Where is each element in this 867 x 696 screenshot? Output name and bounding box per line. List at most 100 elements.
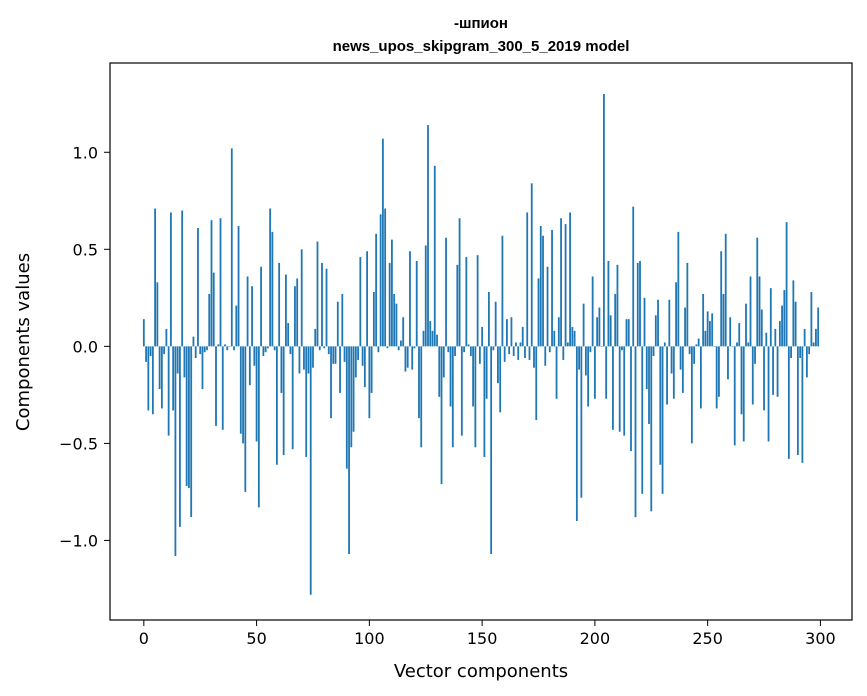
bar bbox=[612, 346, 614, 430]
bar bbox=[584, 346, 587, 376]
bar bbox=[736, 342, 738, 347]
bar bbox=[668, 299, 671, 347]
bar bbox=[519, 342, 522, 347]
bar bbox=[718, 346, 720, 397]
bar bbox=[639, 260, 641, 347]
bar bbox=[221, 346, 224, 430]
bar bbox=[323, 346, 326, 349]
bar bbox=[787, 346, 790, 459]
bar bbox=[429, 321, 432, 347]
bar bbox=[794, 301, 797, 347]
bar bbox=[413, 346, 416, 349]
bar bbox=[233, 346, 235, 351]
bar bbox=[300, 249, 303, 347]
bar bbox=[754, 346, 756, 364]
bar bbox=[652, 346, 655, 357]
bar bbox=[679, 346, 682, 370]
x-tick-label: 250 bbox=[692, 629, 723, 648]
bar bbox=[377, 346, 380, 353]
bar bbox=[729, 317, 732, 347]
bar bbox=[508, 346, 511, 355]
bar bbox=[684, 307, 686, 347]
bar bbox=[528, 346, 531, 360]
bar bbox=[456, 264, 459, 347]
bar bbox=[366, 251, 368, 347]
bar bbox=[636, 262, 639, 347]
bar bbox=[580, 346, 583, 498]
bar bbox=[756, 237, 759, 347]
bar bbox=[778, 321, 781, 347]
bar bbox=[578, 346, 580, 370]
bar bbox=[724, 233, 727, 347]
bar bbox=[733, 346, 736, 446]
bar bbox=[289, 346, 292, 355]
bar bbox=[675, 282, 677, 347]
bar bbox=[303, 346, 305, 370]
bar bbox=[769, 288, 772, 347]
bar bbox=[596, 317, 599, 347]
bar bbox=[758, 276, 761, 347]
bar bbox=[546, 266, 549, 347]
bar bbox=[375, 233, 378, 347]
bar bbox=[348, 346, 350, 555]
bar bbox=[379, 214, 382, 347]
bar bbox=[815, 328, 817, 347]
bar bbox=[147, 346, 150, 411]
bar bbox=[294, 286, 296, 347]
bar bbox=[447, 346, 450, 353]
bar bbox=[566, 342, 569, 347]
bar bbox=[298, 346, 301, 374]
bar bbox=[226, 346, 229, 351]
bar bbox=[776, 346, 779, 397]
y-tick-label: −1.0 bbox=[59, 531, 98, 550]
bar bbox=[767, 346, 770, 442]
bar bbox=[600, 346, 603, 347]
bar bbox=[555, 346, 558, 399]
bar bbox=[506, 319, 508, 347]
bar bbox=[715, 346, 718, 409]
bar bbox=[422, 330, 425, 347]
bar bbox=[235, 305, 238, 347]
bar bbox=[634, 346, 637, 518]
bar bbox=[548, 346, 551, 353]
bar bbox=[458, 218, 461, 347]
bar bbox=[145, 346, 147, 362]
bar bbox=[174, 346, 177, 556]
bar bbox=[251, 286, 253, 347]
bar bbox=[264, 346, 267, 353]
bar bbox=[312, 346, 314, 368]
bar bbox=[537, 278, 540, 347]
bar bbox=[598, 307, 601, 347]
bar bbox=[359, 257, 362, 347]
bar bbox=[605, 346, 608, 399]
bar bbox=[463, 346, 465, 353]
bar bbox=[409, 251, 411, 347]
bar bbox=[224, 344, 226, 347]
x-tick-label: 150 bbox=[467, 629, 498, 648]
bar bbox=[738, 323, 741, 347]
bar bbox=[431, 330, 434, 347]
bar bbox=[400, 340, 402, 347]
x-tick-label: 0 bbox=[139, 629, 149, 648]
bar bbox=[763, 346, 765, 411]
bar bbox=[181, 210, 184, 347]
bar bbox=[381, 138, 384, 347]
bar bbox=[722, 293, 725, 347]
plot-frame bbox=[109, 62, 853, 621]
bar bbox=[501, 235, 504, 347]
bar bbox=[165, 328, 168, 347]
bar bbox=[201, 346, 204, 390]
bar bbox=[551, 229, 553, 347]
bar bbox=[524, 346, 526, 358]
bar bbox=[659, 346, 662, 465]
bar bbox=[801, 346, 804, 463]
bar bbox=[217, 344, 220, 347]
bar bbox=[445, 237, 447, 347]
bar bbox=[569, 212, 571, 347]
bar bbox=[282, 346, 285, 456]
bar bbox=[278, 262, 281, 347]
bar bbox=[179, 346, 181, 527]
bar bbox=[609, 315, 612, 347]
bar bbox=[420, 346, 423, 448]
bar bbox=[296, 278, 299, 347]
